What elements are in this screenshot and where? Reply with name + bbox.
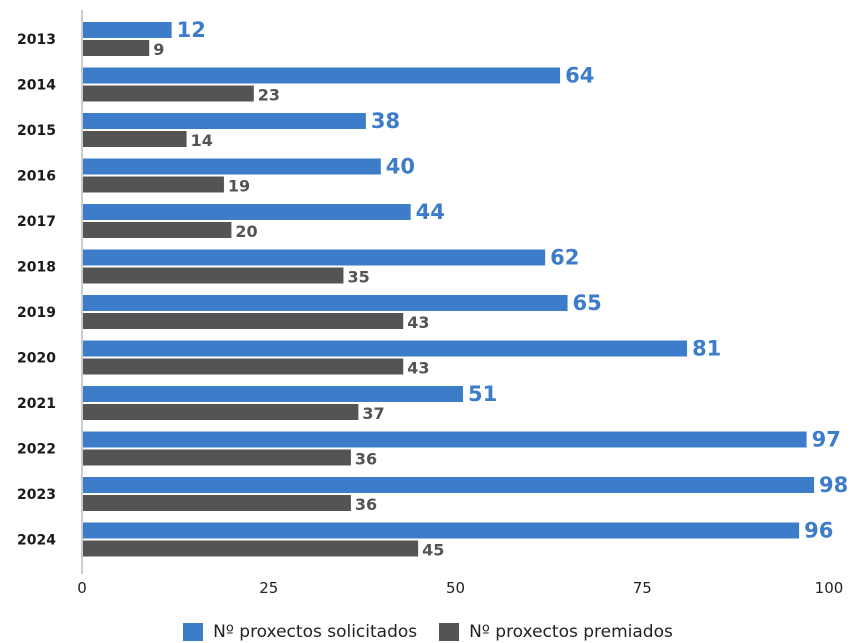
- data-label-premiados: 20: [235, 222, 257, 241]
- category-label: 2016: [17, 169, 56, 185]
- bar-premiados: [83, 449, 351, 466]
- category-label: 2015: [17, 123, 56, 139]
- bar-premiados: [83, 404, 359, 420]
- data-label-solicitados: 81: [692, 337, 721, 361]
- bar-solicitados: [83, 431, 807, 448]
- data-label-premiados: 35: [347, 268, 369, 287]
- bar-solicitados: [83, 295, 568, 311]
- data-label-solicitados: 96: [804, 519, 833, 543]
- bar-solicitados: [83, 340, 688, 357]
- legend-label-solicitados: Nº proxectos solicitados: [213, 621, 418, 642]
- bar-solicitados: [83, 204, 411, 220]
- category-label: 2024: [17, 533, 56, 549]
- bar-solicitados: [83, 522, 800, 539]
- category-label: 2017: [17, 214, 56, 230]
- bar-premiados: [83, 313, 404, 329]
- category-label: 2018: [17, 260, 56, 276]
- bar-solicitados: [83, 113, 366, 129]
- data-label-solicitados: 51: [468, 382, 497, 406]
- category-label: 2021: [17, 396, 56, 412]
- bar-solicitados: [83, 477, 815, 493]
- legend-label-premiados: Nº proxectos premiados: [469, 621, 673, 642]
- x-tick-label: 25: [259, 579, 278, 597]
- category-label: 2020: [17, 351, 56, 367]
- data-label-premiados: 14: [191, 131, 213, 150]
- bar-solicitados: [83, 249, 546, 266]
- data-label-solicitados: 97: [812, 428, 841, 452]
- legend-item-solicitados: Nº proxectos solicitados: [183, 622, 417, 642]
- data-label-premiados: 45: [422, 541, 444, 560]
- legend-swatch-premiados: [439, 622, 460, 641]
- data-label-solicitados: 38: [371, 109, 400, 133]
- data-label-premiados: 43: [407, 313, 429, 332]
- bar-premiados: [83, 85, 254, 102]
- bar-premiados: [83, 40, 150, 56]
- bar-solicitados: [83, 386, 463, 402]
- bar-solicitados: [83, 67, 561, 84]
- data-label-premiados: 43: [407, 359, 429, 378]
- data-label-premiados: 36: [355, 495, 377, 514]
- bar-premiados: [83, 222, 232, 238]
- category-label: 2013: [17, 32, 56, 48]
- bar-premiados: [83, 176, 224, 193]
- legend-item-premiados: Nº proxectos premiados: [439, 622, 673, 642]
- bar-premiados: [83, 131, 187, 147]
- bar-solicitados: [83, 158, 381, 175]
- data-label-premiados: 23: [258, 86, 280, 105]
- x-tick-label: 75: [633, 579, 652, 597]
- bar-solicitados: [83, 22, 172, 38]
- legend: Nº proxectos solicitados Nº proxectos pr…: [0, 620, 856, 643]
- bar-premiados: [83, 495, 351, 511]
- data-label-solicitados: 44: [416, 200, 445, 224]
- data-label-premiados: 36: [355, 450, 377, 469]
- data-label-premiados: 9: [153, 40, 164, 59]
- data-label-premiados: 37: [362, 404, 384, 423]
- bar-premiados: [83, 540, 419, 557]
- data-label-solicitados: 40: [386, 155, 415, 179]
- category-label: 2019: [17, 305, 56, 321]
- category-label: 2022: [17, 442, 56, 458]
- bar-premiados: [83, 358, 404, 375]
- data-label-solicitados: 64: [565, 64, 594, 88]
- legend-swatch-solicitados: [183, 622, 204, 641]
- data-label-solicitados: 12: [177, 18, 206, 42]
- category-label: 2014: [17, 78, 56, 94]
- x-tick-label: 100: [815, 579, 844, 597]
- category-label: 2023: [17, 487, 56, 503]
- data-label-solicitados: 98: [819, 473, 848, 497]
- data-label-solicitados: 62: [550, 246, 579, 270]
- data-label-premiados: 19: [228, 177, 250, 196]
- x-tick-label: 0: [77, 579, 87, 597]
- data-label-solicitados: 65: [573, 291, 602, 315]
- bar-premiados: [83, 267, 344, 284]
- x-tick-label: 50: [446, 579, 465, 597]
